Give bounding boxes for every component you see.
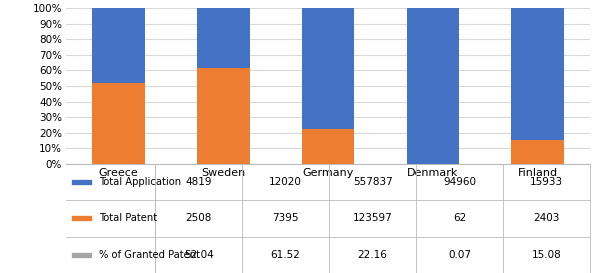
Text: 0.07: 0.07 xyxy=(448,250,471,260)
Bar xyxy=(512,8,564,140)
Text: 22.16: 22.16 xyxy=(358,250,388,260)
Text: 4819: 4819 xyxy=(185,177,212,187)
Text: 12020: 12020 xyxy=(269,177,302,187)
Text: Total Application: Total Application xyxy=(99,177,182,187)
Text: 123597: 123597 xyxy=(353,213,393,223)
FancyBboxPatch shape xyxy=(72,215,92,221)
Text: 557837: 557837 xyxy=(353,177,393,187)
Bar xyxy=(197,68,249,164)
Text: 62: 62 xyxy=(453,213,466,223)
FancyBboxPatch shape xyxy=(72,252,92,258)
Text: 94960: 94960 xyxy=(443,177,476,187)
Bar xyxy=(197,8,249,68)
Bar xyxy=(512,140,564,164)
Text: 2403: 2403 xyxy=(533,213,560,223)
Text: 2508: 2508 xyxy=(185,213,212,223)
Bar xyxy=(93,8,145,83)
Text: 15.08: 15.08 xyxy=(532,250,561,260)
Text: 7395: 7395 xyxy=(273,213,299,223)
Text: Total Patent: Total Patent xyxy=(99,213,158,223)
Bar xyxy=(302,129,355,164)
Text: 52.04: 52.04 xyxy=(184,250,214,260)
Text: 15933: 15933 xyxy=(530,177,563,187)
Text: 61.52: 61.52 xyxy=(271,250,300,260)
Bar xyxy=(407,8,459,164)
Bar xyxy=(93,83,145,164)
Text: % of Granted Patent: % of Granted Patent xyxy=(99,250,200,260)
FancyBboxPatch shape xyxy=(72,179,92,185)
Bar xyxy=(302,8,355,129)
